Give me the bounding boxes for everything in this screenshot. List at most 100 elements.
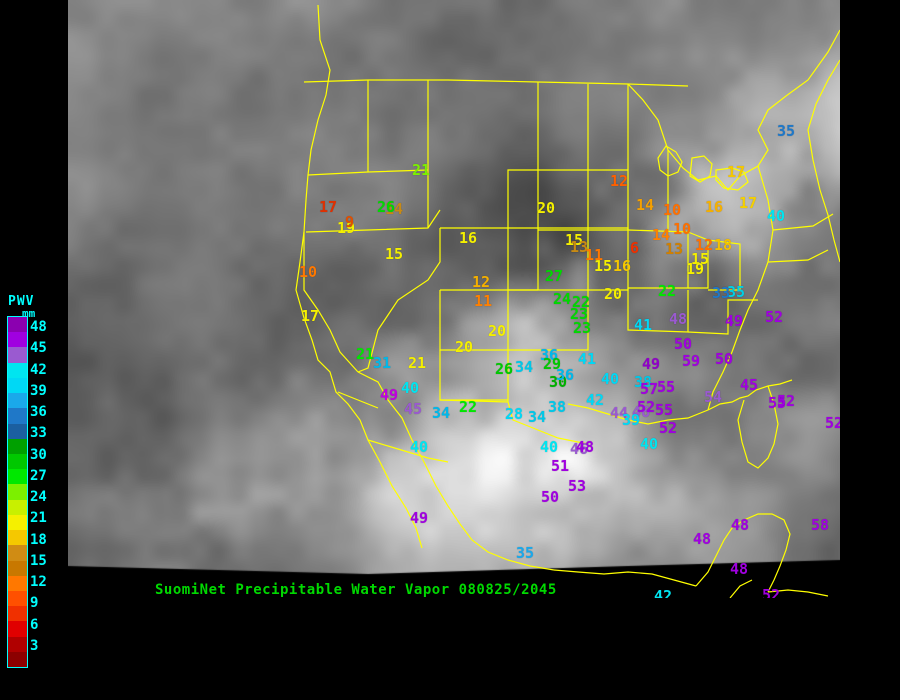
pwv-value-label: 35: [516, 544, 535, 562]
pwv-value-label: 21: [412, 161, 431, 179]
border-path-15: [439, 399, 589, 445]
colorbar-tick-39: 39: [30, 382, 47, 399]
pwv-value-label: 11: [585, 246, 604, 264]
pwv-value-label: 53: [568, 477, 587, 495]
border-path-9: [440, 169, 538, 229]
border-path-26: [627, 288, 689, 333]
colorbar-swatch-22: [8, 651, 27, 668]
pwv-value-label: 20: [537, 199, 556, 217]
pwv-value-label: 20: [604, 285, 623, 303]
pwv-value-label: 16: [613, 257, 632, 275]
border-path-2: [627, 29, 840, 191]
pwv-value-label: 34: [528, 408, 547, 426]
pwv-value-label: 40: [640, 435, 659, 453]
colorbar-gradient-strip: [7, 316, 28, 668]
pwv-value-label: 51: [551, 457, 570, 475]
border-path-40: [767, 589, 829, 597]
satellite-image-panel: 35 12 21 17 17 14 10 16 20 17 14 26 40 10 18 14 19 9 16 15 1…: [68, 0, 840, 598]
pwv-value-label: 48: [669, 310, 688, 328]
border-path-34: [737, 385, 779, 469]
pwv-value-label: 46: [632, 403, 651, 421]
pwv-value-label: 49: [410, 509, 429, 527]
pwv-value-label: 16: [459, 229, 478, 247]
colorbar-swatch-7: [8, 423, 27, 439]
pwv-value-label: 12: [610, 172, 629, 190]
pwv-value-label: 17: [739, 194, 758, 212]
pwv-value-label: 21: [356, 345, 375, 363]
border-path-28: [707, 165, 774, 411]
pwv-value-label: 34: [515, 358, 534, 376]
colorbar-tick-15: 15: [30, 552, 47, 569]
border-path-29: [767, 249, 829, 263]
pwv-value-label: 42: [586, 391, 605, 409]
colorbar-tick-36: 36: [30, 404, 47, 421]
colorbar-swatch-2: [8, 347, 27, 363]
pwv-value-label: 9: [345, 213, 355, 231]
pwv-value-label: 50: [715, 350, 734, 368]
pwv-value-label: 52: [659, 419, 678, 437]
pwv-value-label: 52: [637, 398, 656, 416]
pwv-value-label: 22: [658, 282, 677, 300]
pwv-value-label: 48: [731, 516, 750, 534]
pwv-value-label: 33: [712, 284, 731, 302]
pwv-value-label: 28: [505, 405, 524, 423]
pwv-value-label: 26: [377, 198, 396, 216]
colorbar-swatch-16: [8, 560, 27, 576]
colorbar-title: PWV: [8, 294, 35, 309]
pwv-value-label: 13: [665, 240, 684, 258]
pwv-value-label: 12: [695, 236, 714, 254]
colorbar-swatch-0: [8, 317, 27, 333]
pwv-value-label: 40: [767, 207, 786, 225]
pwv-value-label: 48: [576, 438, 595, 456]
pwv-value-label: 36: [556, 366, 575, 384]
pwv-value-label: 11: [474, 292, 493, 310]
colorbar-swatch-5: [8, 393, 27, 409]
colorbar-swatch-11: [8, 484, 27, 500]
colorbar-tick-18: 18: [30, 531, 47, 548]
pwv-value-label: 41: [634, 316, 653, 334]
pwv-value-label: 57: [640, 380, 659, 398]
colorbar-tick-12: 12: [30, 574, 47, 591]
pwv-value-label: 39: [622, 411, 641, 429]
pwv-value-label: 46: [570, 440, 589, 458]
pwv-value-label: 40: [601, 370, 620, 388]
border-path-36: [367, 439, 449, 463]
colorbar-swatch-1: [8, 332, 27, 348]
pwv-value-label: 52: [825, 414, 840, 432]
pwv-value-label: 17: [727, 163, 746, 181]
pwv-value-label: 50: [674, 335, 693, 353]
pwv-value-label: 45: [404, 400, 423, 418]
colorbar-swatch-20: [8, 621, 27, 637]
border-path-30: [772, 213, 834, 231]
pwv-value-label: 59: [682, 352, 701, 370]
colorbar-swatch-4: [8, 377, 27, 394]
infrared-cloud-imagery: [68, 0, 840, 598]
border-path-12: [508, 227, 589, 291]
pwv-value-label: 52: [765, 308, 784, 326]
pwv-value-label: 13: [570, 238, 589, 256]
pwv-value-label: 49: [380, 386, 399, 404]
pwv-value-label: 22: [459, 398, 478, 416]
pwv-value-label: 16: [705, 198, 724, 216]
colorbar-tick-27: 27: [30, 467, 47, 484]
pwv-value-label: 40: [401, 379, 420, 397]
pwv-value-label: 17: [319, 198, 338, 216]
pwv-value-label: 14: [636, 196, 655, 214]
border-path-35: [357, 371, 555, 571]
pwv-value-label: 52: [777, 392, 796, 410]
pwv-value-label: 10: [663, 201, 682, 219]
pwv-value-label: 15: [691, 250, 710, 268]
pwv-value-label: 38: [548, 398, 567, 416]
pwv-value-label: 36: [540, 346, 559, 364]
border-path-1: [303, 79, 689, 87]
colorbar-tick-48: 48: [30, 319, 47, 335]
colorbar-tick-33: 33: [30, 425, 47, 442]
border-path-42: [657, 145, 683, 177]
pwv-value-label: 38: [634, 373, 653, 391]
pwv-value-label: 35: [727, 283, 746, 301]
border-path-0: [295, 4, 423, 549]
pwv-value-label: 15: [565, 231, 584, 249]
border-path-31: [807, 59, 840, 263]
pwv-value-label: 20: [455, 338, 474, 356]
